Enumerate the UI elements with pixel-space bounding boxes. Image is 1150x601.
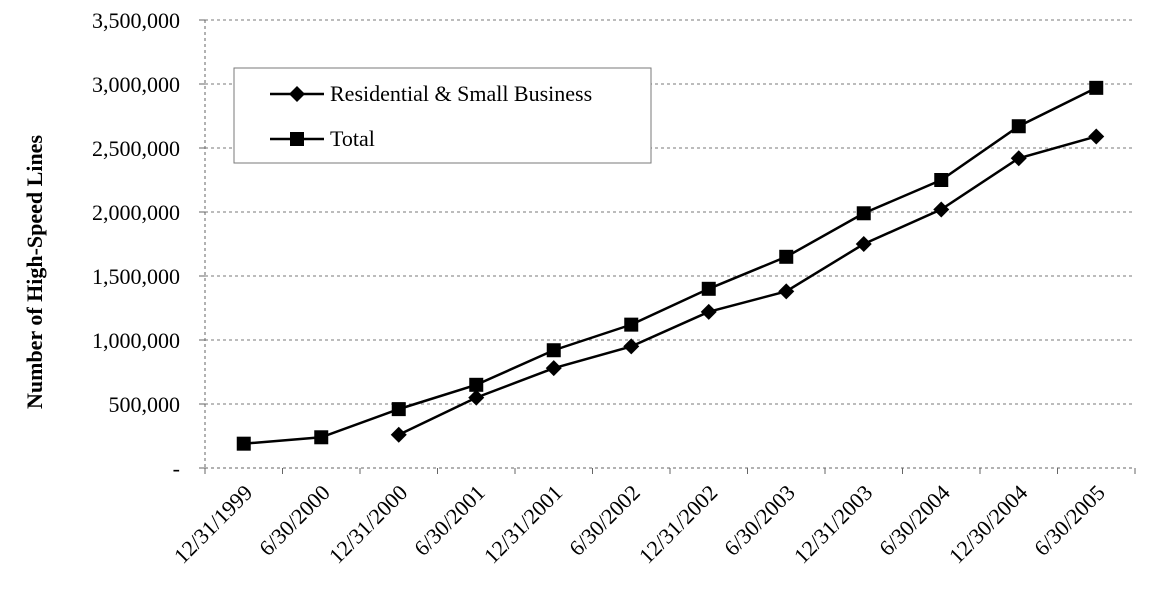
legend-label-total: Total <box>330 126 375 151</box>
series-layer <box>236 80 1105 451</box>
y-tick-label: 3,500,000 <box>92 8 180 33</box>
data-point-diamond <box>1010 150 1027 167</box>
data-point-square <box>624 317 639 332</box>
y-tick-label: 2,000,000 <box>92 200 180 225</box>
y-tick-label: - <box>173 456 180 481</box>
data-point-square <box>236 436 251 451</box>
legend: Residential & Small Business Total <box>233 67 652 164</box>
legend-box <box>233 67 652 164</box>
data-point-square <box>779 249 794 264</box>
x-tick-label: 12/31/1999 <box>169 480 258 569</box>
x-tick-label: 6/30/2002 <box>564 480 645 561</box>
data-point-square <box>546 343 561 358</box>
y-tick-label: 2,500,000 <box>92 136 180 161</box>
legend-marker-square <box>290 132 304 146</box>
y-tick-label: 3,000,000 <box>92 72 180 97</box>
x-tick-label: 12/31/2001 <box>479 480 568 569</box>
series-line-0 <box>398 135 1097 436</box>
x-tick-label: 12/30/2004 <box>944 480 1033 569</box>
legend-label-residential: Residential & Small Business <box>330 81 592 106</box>
y-tick-label: 1,000,000 <box>92 328 180 353</box>
legend-marker-diamond <box>289 86 305 102</box>
y-axis-label: Number of High-Speed Lines <box>22 135 47 409</box>
data-point-diamond <box>700 303 717 320</box>
x-tick-label: 12/31/2003 <box>789 480 878 569</box>
data-point-square <box>391 402 406 417</box>
data-point-square <box>1089 80 1104 95</box>
data-point-square <box>701 281 716 296</box>
data-point-square <box>856 206 871 221</box>
data-point-diamond <box>468 389 485 406</box>
data-point-diamond <box>778 283 795 300</box>
x-axis-ticks: 12/31/19996/30/200012/31/20006/30/200112… <box>169 468 1136 569</box>
x-tick-label: 6/30/2003 <box>719 480 800 561</box>
data-point-diamond <box>623 338 640 355</box>
series-line-1 <box>243 86 1097 445</box>
data-point-square <box>469 377 484 392</box>
y-axis-ticks: - 500,000 1,000,000 1,500,000 2,000,000 2,500… <box>92 8 205 481</box>
x-tick-label: 6/30/2000 <box>254 480 335 561</box>
data-point-square <box>934 173 949 187</box>
x-tick-label: 6/30/2004 <box>874 480 955 561</box>
y-tick-label: 1,500,000 <box>92 264 180 289</box>
x-tick-label: 12/31/2002 <box>634 480 723 569</box>
data-point-square <box>1011 119 1026 134</box>
y-tick-label: 500,000 <box>109 392 181 417</box>
data-point-diamond <box>545 360 562 377</box>
data-point-diamond <box>855 236 872 252</box>
data-point-diamond <box>1088 128 1105 145</box>
data-point-square <box>314 430 329 445</box>
x-tick-label: 12/31/2000 <box>324 480 413 569</box>
x-tick-label: 6/30/2005 <box>1029 480 1110 561</box>
data-point-diamond <box>390 426 407 443</box>
data-point-diamond <box>933 201 950 218</box>
x-tick-label: 6/30/2001 <box>409 480 490 561</box>
